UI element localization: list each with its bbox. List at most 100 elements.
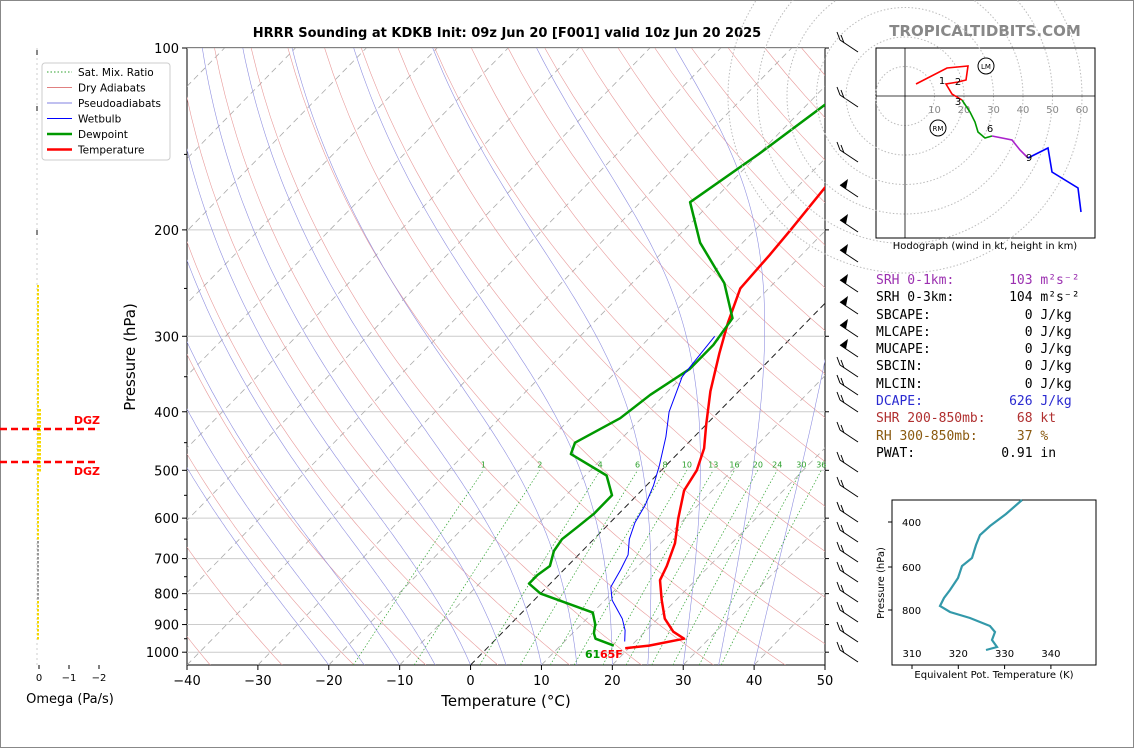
x-tick-label: −30 xyxy=(244,674,271,689)
stat-unit: J/kg xyxy=(1040,324,1072,340)
wind-barb-staff xyxy=(839,484,859,498)
stat-row: SRH 0-1km: 103 m²s⁻² xyxy=(876,272,1080,289)
omega-bar xyxy=(37,313,39,316)
pseudoadiabat xyxy=(187,408,365,665)
y-tick-label: 300 xyxy=(154,330,179,345)
stat-value: 37 xyxy=(1016,428,1033,444)
theta-e-y-tick-label: 600 xyxy=(902,563,921,574)
theta-e-x-label: Equivalent Pot. Temperature (K) xyxy=(914,670,1073,681)
stat-unit: J/kg xyxy=(1040,307,1072,323)
wind-barb-feather xyxy=(840,604,845,614)
wind-barb-pennant xyxy=(840,339,848,349)
wind-barb-feather xyxy=(836,601,841,611)
omega-bar xyxy=(37,321,39,324)
omega-bar xyxy=(37,297,39,300)
hodograph-height-label: 2 xyxy=(955,77,961,88)
y-tick-label: 500 xyxy=(154,464,179,479)
omega-bar xyxy=(37,377,39,380)
hodograph-marker-label: LM xyxy=(981,63,991,71)
wind-barb-feather xyxy=(836,561,841,571)
y-tick-label: 100 xyxy=(154,42,179,57)
stat-value: 0.91 xyxy=(1001,445,1033,461)
wind-barb-staff xyxy=(839,569,859,583)
stat-unit: in xyxy=(1040,445,1057,461)
omega-bar xyxy=(37,349,39,352)
wind-barb-feather xyxy=(840,359,845,369)
omega-bar xyxy=(37,597,39,600)
omega-bar xyxy=(37,369,39,372)
dry-adiabat xyxy=(187,353,427,665)
stat-label: SBCAPE: xyxy=(876,307,931,323)
wind-barb-feather xyxy=(840,394,845,404)
stat-value: 104 xyxy=(1009,290,1033,306)
stat-label: DCAPE: xyxy=(876,394,923,410)
dry-adiabat xyxy=(187,96,570,665)
omega-bar xyxy=(37,509,39,512)
chart-title: HRRR Sounding at KDKB Init: 09z Jun 20 [… xyxy=(252,26,762,41)
pseudoadiabat xyxy=(187,259,436,665)
omega-bar xyxy=(37,309,39,312)
theta-e-frame xyxy=(891,499,1097,666)
profile-series xyxy=(527,103,825,650)
wind-barb-feather xyxy=(836,421,841,431)
isotherm-line xyxy=(187,48,722,594)
surface-temperature-label: 65F xyxy=(600,648,623,661)
mixing-ratio-line xyxy=(549,470,666,665)
dry-adiabat xyxy=(507,48,825,418)
omega-bar xyxy=(37,393,39,396)
omega-bar xyxy=(37,449,41,452)
stat-unit: % xyxy=(1040,428,1049,444)
omega-bar xyxy=(37,325,39,328)
stat-row: MUCAPE: 0 J/kg xyxy=(876,341,1080,358)
mixing-ratio-line xyxy=(698,470,802,665)
wind-barb-pennant xyxy=(840,274,848,284)
omega-bar xyxy=(37,593,39,596)
stat-row: SRH 0-3km: 104 m²s⁻² xyxy=(876,289,1080,306)
omega-bar xyxy=(37,525,39,528)
isotherm-line xyxy=(187,48,509,377)
hodograph-ring-label: 10 xyxy=(928,105,941,116)
stat-row: SBCIN: 0 J/kg xyxy=(876,358,1080,375)
wind-barb-feather xyxy=(836,581,841,591)
theta-e-x-tick-label: 340 xyxy=(1041,649,1060,660)
mixing-ratio-label: 36 xyxy=(816,460,826,469)
skew-t-panel: −40 −30 −20 −10 0 10 20 30 40 50 100 200 300 400 500 6… xyxy=(121,42,833,710)
omega-bar xyxy=(37,445,41,448)
theta-e-panel: 310 320 330 340 400 600 800 Equivalent Pot. Te… xyxy=(876,499,1097,681)
omega-bar xyxy=(37,457,41,460)
dry-adiabat xyxy=(471,48,825,462)
stat-label: RH 300-850mb: xyxy=(876,428,978,444)
wind-barb-feather xyxy=(836,391,841,401)
omega-bar xyxy=(37,289,39,292)
hodograph-caption: Hodograph (wind in kt, height in km) xyxy=(892,241,1078,252)
x-tick-label: 40 xyxy=(746,674,763,689)
omega-bar xyxy=(37,389,39,392)
hodograph-storm-marker xyxy=(977,57,995,75)
wind-barb-staff xyxy=(839,399,859,413)
stat-unit: m²s⁻² xyxy=(1040,290,1080,306)
omega-bar xyxy=(37,361,39,364)
wind-barb-feather xyxy=(836,356,841,366)
omega-bar xyxy=(37,465,41,468)
omega-bar xyxy=(37,493,39,496)
hodograph-content: 10 20 30 40 50 60 1 2 3 6 9 LM RM xyxy=(727,0,1095,274)
mixing-ratio-label: 2 xyxy=(537,460,542,469)
hodograph-marker-label: RM xyxy=(933,125,944,133)
mixing-ratio-label: 8 xyxy=(663,460,668,469)
dry-adiabat xyxy=(397,48,825,552)
brand-watermark: TROPICALTIDBITS.COM xyxy=(889,22,1081,40)
y-tick-label: 600 xyxy=(154,512,179,527)
isotherm-line xyxy=(187,48,580,449)
dewpoint-line xyxy=(527,103,825,647)
omega-bar xyxy=(37,433,41,436)
legend-label: Pseudoadiabats xyxy=(78,98,161,110)
omega-bar xyxy=(37,521,39,524)
x-axis-ticks: −40 −30 −20 −10 0 10 20 30 40 50 xyxy=(173,665,833,689)
dry-adiabat xyxy=(287,48,786,665)
x-axis-label: Temperature (°C) xyxy=(440,692,570,710)
wind-barb-feather xyxy=(840,454,845,464)
wind-barb-feather xyxy=(836,621,841,631)
y-tick-label: 400 xyxy=(154,406,179,421)
mixing-ratio-line xyxy=(672,470,778,665)
